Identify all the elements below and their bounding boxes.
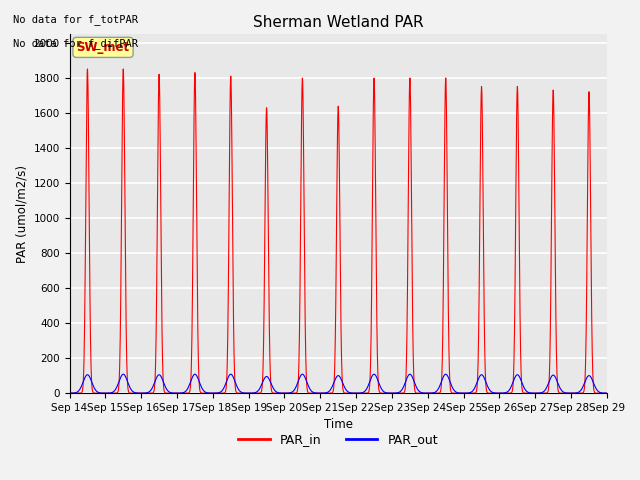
X-axis label: Time: Time	[324, 419, 353, 432]
PAR_out	[272, 388, 280, 394]
PAR_in	[84, 66, 92, 72]
Text: SW_met: SW_met	[76, 41, 129, 54]
Text: No data for f_totPAR: No data for f_totPAR	[13, 14, 138, 25]
Title: Sherman Wetland PAR: Sherman Wetland PAR	[253, 15, 424, 30]
PAR_in	[127, 390, 135, 396]
PAR_in	[603, 390, 611, 396]
PAR_out	[593, 386, 600, 392]
PAR_out	[295, 376, 303, 382]
PAR_out	[66, 390, 74, 396]
PAR_out	[120, 372, 127, 377]
PAR_in	[66, 390, 74, 396]
PAR_in	[593, 390, 600, 396]
Line: PAR_out: PAR_out	[70, 374, 607, 393]
PAR_out	[535, 390, 543, 396]
PAR_out	[603, 390, 611, 396]
Line: PAR_in: PAR_in	[70, 69, 607, 393]
PAR_in	[272, 390, 280, 396]
Text: No data for f_difPAR: No data for f_difPAR	[13, 38, 138, 49]
Y-axis label: PAR (umol/m2/s): PAR (umol/m2/s)	[15, 165, 28, 263]
PAR_out	[127, 386, 135, 392]
PAR_in	[159, 370, 167, 376]
Legend: PAR_in, PAR_out: PAR_in, PAR_out	[234, 429, 443, 452]
PAR_in	[295, 353, 303, 359]
PAR_out	[159, 378, 167, 384]
PAR_in	[535, 390, 543, 396]
